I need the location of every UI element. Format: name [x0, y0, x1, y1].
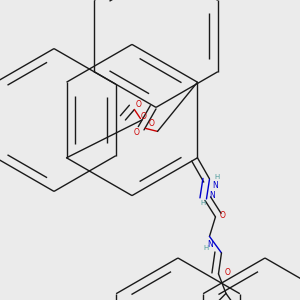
Text: O: O	[134, 128, 140, 137]
Text: N: N	[213, 181, 218, 190]
Text: H: H	[203, 245, 208, 251]
Text: N: N	[207, 240, 213, 249]
Text: O: O	[136, 100, 142, 109]
Text: O: O	[141, 112, 147, 121]
Text: H: H	[214, 174, 220, 180]
Text: N: N	[210, 191, 215, 200]
Text: O: O	[148, 119, 154, 128]
Text: H: H	[201, 200, 206, 206]
Text: O: O	[220, 211, 226, 220]
Text: O: O	[224, 268, 230, 277]
